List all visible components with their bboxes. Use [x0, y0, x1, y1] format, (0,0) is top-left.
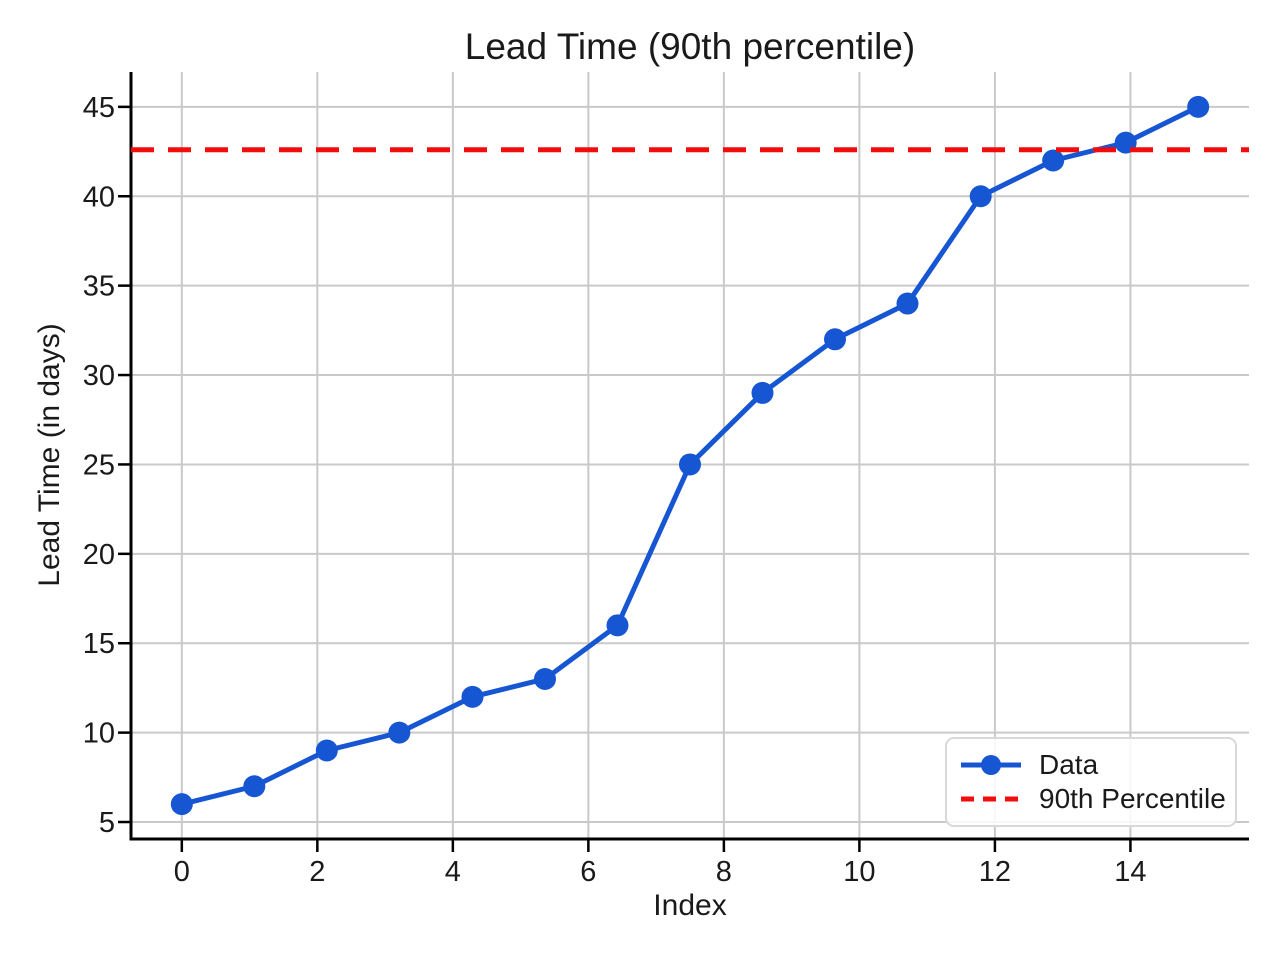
data-point-marker [461, 685, 484, 708]
percentile-dashed-swatch-icon [961, 796, 1021, 802]
y-tick-label: 40 [83, 181, 115, 213]
legend-label-data: Data [1039, 749, 1099, 780]
x-axis-label: Index [653, 889, 727, 922]
y-tick-label: 20 [83, 539, 115, 571]
x-tick-label: 8 [716, 856, 732, 888]
legend-label-percentile: 90th Percentile [1039, 783, 1226, 814]
y-tick-label: 10 [83, 718, 115, 750]
y-tick-label: 45 [83, 92, 115, 124]
legend-item-percentile: 90th Percentile [959, 783, 1226, 814]
x-tick-label: 6 [580, 856, 596, 888]
data-point-marker [388, 721, 411, 744]
data-point-marker [1042, 149, 1065, 172]
x-tick-label: 14 [1114, 856, 1146, 888]
data-point-marker [1187, 95, 1210, 118]
data-point-marker [170, 793, 193, 816]
legend: Data 90th Percentile [945, 737, 1237, 827]
y-tick-label: 25 [83, 449, 115, 481]
legend-item-data: Data [959, 751, 1225, 779]
data-point-marker [243, 775, 266, 798]
data-point-marker [969, 185, 992, 208]
chart-title: Lead Time (90th percentile) [464, 26, 916, 67]
y-tick-label: 5 [99, 807, 115, 839]
data-point-marker [533, 667, 556, 690]
data-point-marker [896, 292, 919, 315]
x-tick-label: 2 [309, 856, 325, 888]
x-tick-label: 0 [174, 856, 190, 888]
y-tick-label: 30 [83, 360, 115, 392]
data-point-marker [315, 739, 338, 762]
data-point-marker [679, 453, 701, 476]
y-axis-label: Lead Time (in days) [33, 323, 66, 587]
x-tick-label: 10 [843, 856, 875, 888]
y-tick-label: 15 [83, 628, 115, 660]
data-line-swatch-icon [961, 755, 1021, 775]
x-tick-label: 4 [445, 856, 461, 888]
x-tick-label: 12 [979, 856, 1011, 888]
data-point-marker [824, 328, 847, 351]
data-point-marker [751, 381, 774, 404]
data-point-marker [606, 614, 629, 637]
y-tick-label: 35 [83, 271, 115, 303]
